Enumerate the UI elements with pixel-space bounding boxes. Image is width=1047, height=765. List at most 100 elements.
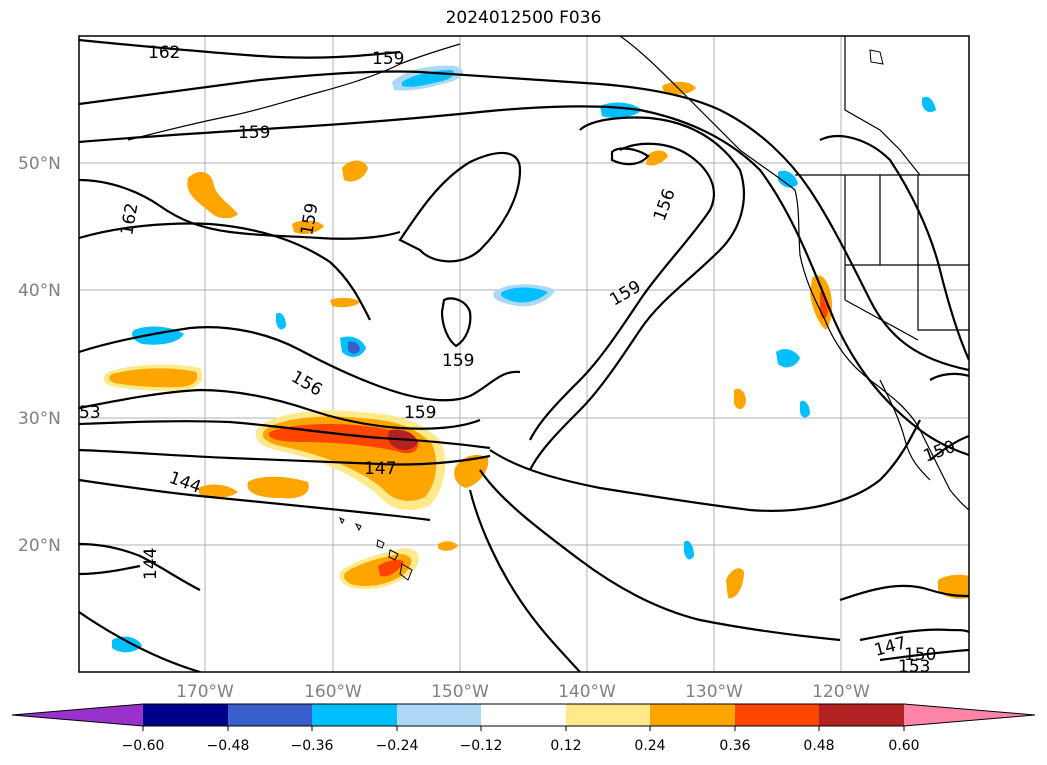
shaded-orange-50n-b — [646, 150, 668, 166]
latitude-label: 30°N — [18, 409, 61, 429]
colorbar-extend-max — [904, 704, 1035, 726]
contour-east-3 — [929, 434, 969, 461]
island-hawaii-3 — [399, 563, 413, 581]
contour-159-ridge — [529, 116, 745, 471]
colorbar-tick-label: 0.48 — [803, 738, 834, 754]
shaded-blue-30n — [800, 400, 810, 418]
colorbar-tick-label: 0.60 — [888, 738, 919, 754]
contour-150-south — [468, 489, 581, 672]
longitude-labels: 170°W 160°W 150°W 140°W 130°W 120°W — [176, 682, 870, 702]
border-bc-inland — [844, 36, 921, 176]
contour-156-north — [79, 105, 969, 457]
colorbar-segment — [312, 704, 397, 726]
latitude-label: 20°N — [18, 536, 61, 556]
colorbar-segment — [397, 704, 481, 726]
contour-se-3 — [879, 648, 969, 662]
latitude-labels: 50°N 40°N 30°N 20°N — [18, 154, 61, 556]
contour-label: 153 — [898, 657, 930, 677]
colorbar-segment — [228, 704, 312, 726]
colorbar-segment — [566, 704, 650, 726]
shaded-orange-38n — [330, 297, 360, 308]
colorbar-extend-min — [12, 704, 143, 726]
colorbar-segment — [819, 704, 904, 726]
contour-159-west — [79, 222, 371, 321]
longitude-label: 170°W — [176, 682, 234, 702]
coast-alaska-peninsula — [127, 43, 461, 141]
shaded-blue-19n — [684, 540, 694, 560]
colorbar-segment — [481, 704, 566, 726]
colorbar-tick-label: −0.48 — [207, 738, 250, 754]
colorbar-ticks — [142, 726, 905, 731]
islands — [339, 49, 884, 581]
contour-159-mid — [398, 151, 522, 263]
contour-150-ridge — [610, 147, 650, 166]
shaded-red-hawaii — [378, 559, 404, 577]
contour-141-south — [79, 542, 201, 591]
shaded-blue-12n — [112, 636, 142, 653]
shaded-orange-25n-c — [454, 455, 489, 488]
border-states — [844, 175, 969, 341]
colorbar-tick-label: 0.24 — [634, 738, 665, 754]
coast-baja — [879, 379, 931, 481]
contour-sw-1 — [79, 611, 201, 672]
contour-156-south — [489, 419, 921, 512]
map-background — [79, 36, 969, 672]
coast-north-america — [619, 36, 969, 511]
shaded-red-band — [268, 424, 419, 454]
longitude-label: 150°W — [431, 682, 489, 702]
shaded-areas — [103, 65, 969, 653]
shaded-orange-18n — [726, 568, 744, 599]
shaded-orange-31n — [734, 388, 746, 410]
shaded-blue-34n — [776, 349, 800, 368]
shaded-orange-nw — [187, 171, 238, 219]
colorbar-tick-label: −0.60 — [122, 738, 165, 754]
map-panel: 162 159 159 162 159 156 159 159 156 159 … — [79, 36, 969, 677]
colorbar-tick-label: −0.24 — [376, 738, 419, 754]
contour-label: 147 — [364, 459, 396, 479]
shaded-blue-40n-core — [500, 287, 548, 303]
latitude-label: 40°N — [18, 281, 61, 301]
contour-label: 159 — [442, 351, 474, 371]
shaded-orange-50n — [342, 160, 368, 182]
colorbar: −0.60 −0.48 −0.36 −0.24 −0.12 0.12 0.24 … — [11, 703, 1036, 754]
shaded-orange-25n-b — [198, 484, 238, 499]
height-contours — [79, 38, 969, 672]
contour-east-1 — [819, 135, 969, 361]
shaded-blue-54n-east — [922, 96, 936, 112]
shaded-orange-20n — [438, 541, 458, 551]
map-frame — [78, 35, 970, 673]
shaded-blue-48n — [778, 170, 798, 188]
shaded-blue-38n — [276, 312, 286, 330]
contour-162-north — [79, 38, 401, 59]
longitude-label: 130°W — [685, 682, 743, 702]
shaded-orange-west-core — [109, 368, 198, 388]
colorbar-segment — [735, 704, 819, 726]
contour-156-ridge — [529, 142, 715, 441]
island-hawaii-1 — [376, 539, 385, 549]
contour-147-mid — [79, 448, 491, 466]
contour-label: 162 — [148, 43, 180, 63]
contour-138-south — [79, 564, 141, 576]
contour-159-lowcenter — [440, 297, 472, 348]
longitude-label: 140°W — [558, 682, 616, 702]
longitude-label: 160°W — [304, 682, 362, 702]
shaded-orange-east-edge — [938, 574, 969, 599]
colorbar-segment — [650, 704, 735, 726]
map-title: 2024012500 F036 — [445, 8, 602, 28]
contour-150-mid — [79, 420, 491, 450]
shaded-orange-25n-a — [247, 476, 309, 499]
colorbar-tick-label: −0.36 — [291, 738, 334, 754]
colorbar-tick-label: 0.12 — [550, 738, 581, 754]
contour-label: 159 — [372, 49, 404, 69]
contour-label: 159 — [238, 123, 270, 143]
island-hawaii-2 — [388, 549, 399, 561]
contour-162-west — [79, 178, 401, 240]
contour-label: 144 — [141, 548, 161, 580]
contour-label: 159 — [404, 403, 436, 423]
longitude-label: 120°W — [812, 682, 870, 702]
coastlines — [127, 36, 969, 511]
contour-se-2 — [859, 628, 969, 642]
shaded-blue-35n-core — [348, 341, 360, 354]
contour-label: 150 — [904, 645, 936, 665]
